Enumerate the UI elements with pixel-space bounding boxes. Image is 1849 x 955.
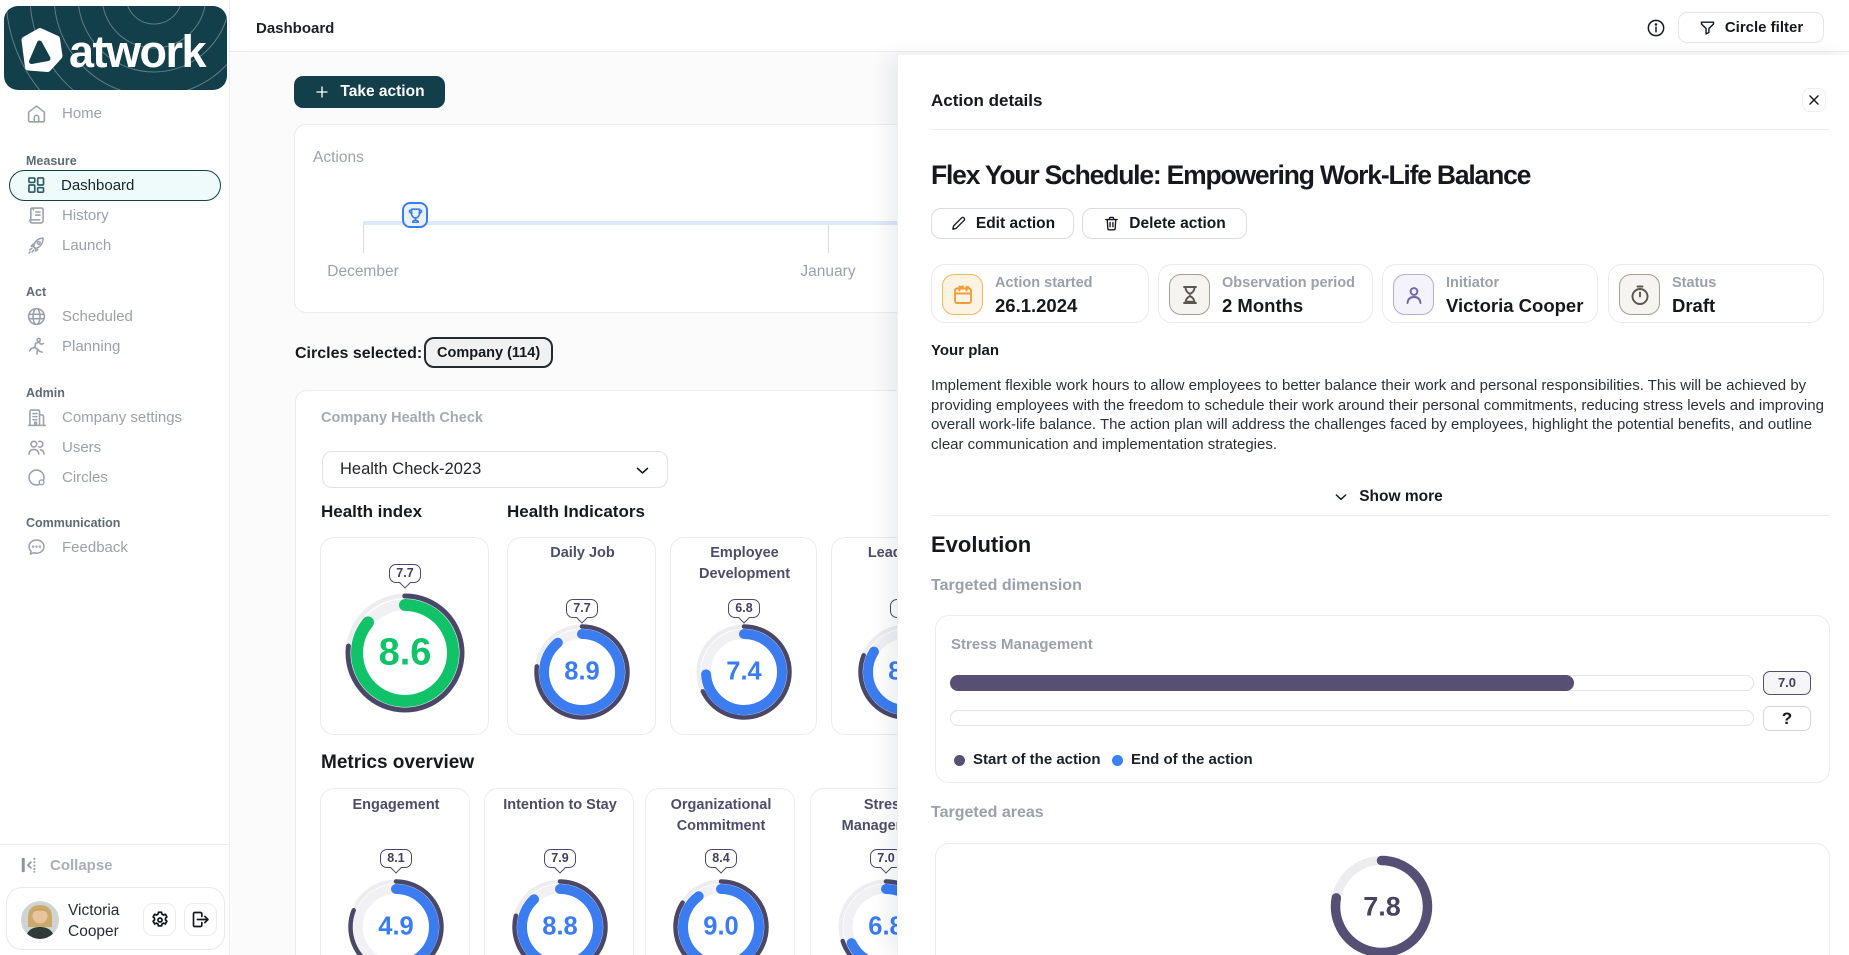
svg-text:atwork: atwork — [69, 26, 208, 77]
